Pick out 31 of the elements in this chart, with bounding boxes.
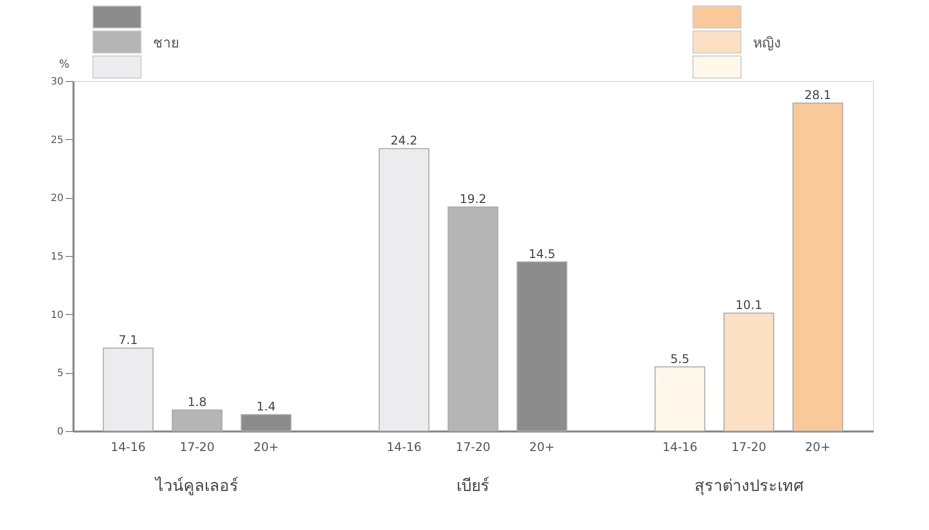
- x-tick-label: 17-20: [180, 440, 215, 454]
- x-tick-label: 17-20: [731, 440, 766, 454]
- x-tick-label: 17-20: [456, 440, 490, 454]
- data-label: 7.1: [118, 333, 138, 348]
- y-tick-label: 5: [57, 368, 64, 380]
- text: ไวน์คูลเลอร์: [154, 476, 239, 496]
- data-label: 14.5: [528, 246, 556, 261]
- data-label: 1.8: [188, 395, 207, 409]
- x-tick-label: 14-16: [662, 440, 698, 454]
- data-label: 28.1: [804, 88, 832, 102]
- data-label: 1.4: [256, 400, 276, 414]
- y-tick-label: 30: [50, 76, 64, 88]
- text: สุราต่างประเทศ: [694, 476, 804, 496]
- data-label: 19.2: [460, 192, 486, 206]
- y-tick-label: 25: [50, 134, 64, 146]
- y-axis-title: %: [59, 58, 70, 70]
- data-label: 24.2: [390, 134, 418, 148]
- x-tick-label: 20+: [253, 440, 279, 454]
- x-tick-label: 14-16: [110, 440, 146, 454]
- y-tick-label: 0: [57, 426, 64, 438]
- x-tick-label: 20+: [805, 440, 830, 454]
- x-tick-label: 14-16: [386, 440, 422, 454]
- x-tick-label: 20+: [529, 440, 555, 454]
- y-tick-label: 15: [50, 252, 64, 262]
- y-tick-label: 10: [50, 310, 64, 321]
- text: เบียร์: [456, 476, 490, 495]
- legend-label: หญิง: [753, 36, 781, 52]
- y-tick-label: 20: [50, 193, 64, 204]
- legend-label: ชาย: [153, 36, 179, 52]
- data-label: 5.5: [670, 352, 690, 366]
- data-label: 10.1: [736, 298, 762, 312]
